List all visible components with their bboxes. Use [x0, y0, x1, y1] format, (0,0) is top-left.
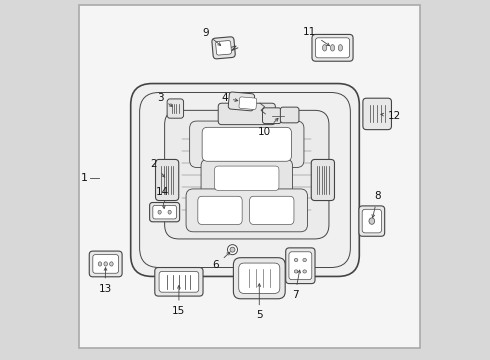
FancyBboxPatch shape	[362, 209, 381, 233]
Text: 13: 13	[98, 267, 112, 294]
FancyBboxPatch shape	[263, 108, 281, 123]
Text: 11: 11	[303, 27, 329, 46]
FancyBboxPatch shape	[190, 121, 304, 167]
FancyBboxPatch shape	[212, 37, 235, 59]
Ellipse shape	[303, 270, 306, 273]
FancyBboxPatch shape	[167, 99, 184, 118]
FancyBboxPatch shape	[289, 252, 312, 280]
Ellipse shape	[338, 45, 343, 51]
FancyBboxPatch shape	[312, 35, 353, 61]
Text: 15: 15	[172, 285, 186, 316]
FancyBboxPatch shape	[186, 189, 308, 232]
Text: 7: 7	[292, 270, 300, 300]
FancyBboxPatch shape	[165, 111, 329, 239]
Ellipse shape	[322, 45, 327, 51]
FancyBboxPatch shape	[149, 203, 180, 222]
Text: 2: 2	[150, 159, 165, 177]
Ellipse shape	[330, 45, 335, 51]
FancyBboxPatch shape	[316, 38, 350, 58]
Circle shape	[227, 245, 238, 255]
Text: 10: 10	[258, 118, 278, 137]
Ellipse shape	[294, 270, 298, 273]
Ellipse shape	[98, 262, 102, 266]
FancyBboxPatch shape	[159, 271, 199, 292]
Ellipse shape	[303, 258, 306, 262]
Text: 1: 1	[81, 173, 88, 183]
FancyBboxPatch shape	[363, 98, 392, 130]
Text: 3: 3	[157, 93, 172, 107]
FancyBboxPatch shape	[89, 251, 122, 277]
FancyBboxPatch shape	[311, 159, 335, 201]
FancyBboxPatch shape	[239, 97, 257, 109]
FancyBboxPatch shape	[202, 127, 292, 161]
Text: 12: 12	[381, 111, 401, 121]
FancyBboxPatch shape	[198, 196, 242, 225]
FancyBboxPatch shape	[218, 103, 275, 125]
FancyBboxPatch shape	[228, 92, 255, 111]
Text: 5: 5	[256, 284, 263, 320]
FancyBboxPatch shape	[233, 258, 285, 299]
FancyBboxPatch shape	[215, 166, 279, 190]
FancyBboxPatch shape	[249, 196, 294, 225]
Text: 9: 9	[202, 28, 220, 45]
FancyBboxPatch shape	[131, 84, 359, 276]
Ellipse shape	[110, 262, 113, 266]
FancyBboxPatch shape	[216, 41, 231, 55]
Text: 8: 8	[372, 192, 381, 217]
FancyBboxPatch shape	[140, 93, 350, 267]
Ellipse shape	[104, 262, 107, 266]
Ellipse shape	[369, 218, 375, 224]
FancyBboxPatch shape	[286, 248, 315, 284]
FancyBboxPatch shape	[155, 159, 179, 201]
FancyBboxPatch shape	[93, 255, 119, 273]
FancyBboxPatch shape	[201, 159, 293, 197]
Circle shape	[230, 247, 235, 252]
Ellipse shape	[168, 210, 171, 214]
FancyBboxPatch shape	[153, 205, 176, 219]
Ellipse shape	[294, 258, 298, 262]
Ellipse shape	[158, 210, 161, 214]
FancyBboxPatch shape	[359, 206, 385, 236]
Text: 6: 6	[213, 252, 230, 270]
Text: 14: 14	[155, 187, 169, 208]
FancyBboxPatch shape	[239, 263, 280, 293]
FancyBboxPatch shape	[155, 267, 203, 296]
FancyBboxPatch shape	[280, 107, 299, 123]
Text: 4: 4	[221, 93, 238, 103]
